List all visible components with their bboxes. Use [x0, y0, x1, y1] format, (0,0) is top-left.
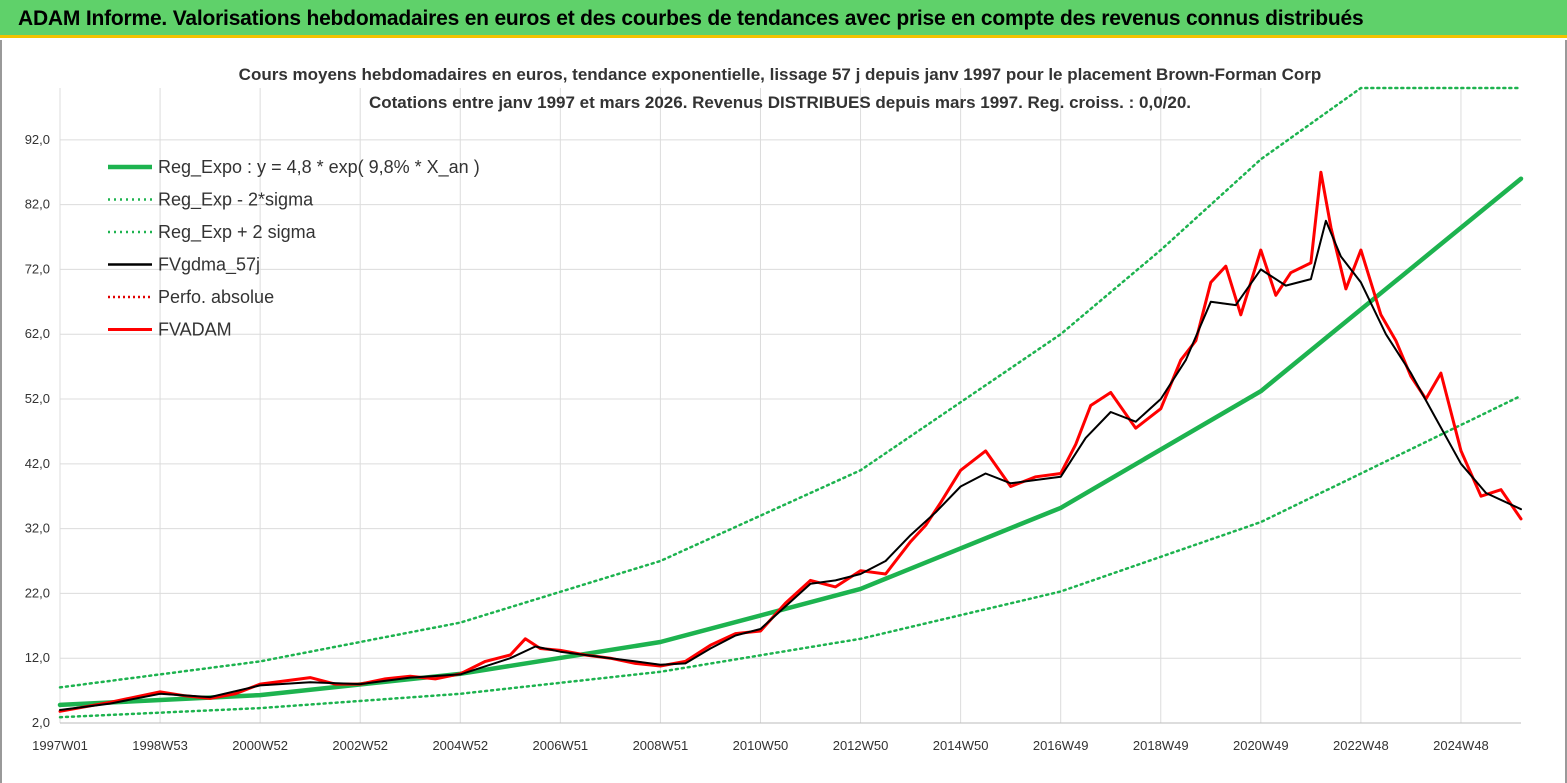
y-tick-label: 2,0 [32, 715, 50, 730]
series-fvgdma-57j [59, 219, 1522, 711]
x-tick-label: 2016W49 [1033, 738, 1089, 753]
y-tick-label: 82,0 [25, 197, 50, 212]
x-tick-label: 2018W49 [1133, 738, 1189, 753]
legend-label: FVgdma_57j [158, 255, 260, 276]
x-tick-label: 2024W48 [1433, 738, 1489, 753]
header-banner: ADAM Informe. Valorisations hebdomadaire… [0, 0, 1567, 38]
y-tick-label: 72,0 [25, 261, 50, 276]
x-tick-label: 2008W51 [633, 738, 689, 753]
x-tick-label: 1998W53 [132, 738, 188, 753]
y-tick-label: 22,0 [25, 585, 50, 600]
x-tick-label: 2006W51 [533, 738, 589, 753]
series-perfo-absolue [59, 220, 1522, 711]
chart-frame [0, 40, 1567, 783]
x-tick-label: 2020W49 [1233, 738, 1289, 753]
y-tick-label: 12,0 [25, 650, 50, 665]
series-lines [57, 86, 1524, 719]
series-reg-minus-2sigma [58, 394, 1523, 719]
x-tick-label: 2010W50 [733, 738, 789, 753]
legend-label: Reg_Expo : y = 4,8 * exp( 9,8% * X_an ) [158, 157, 480, 178]
x-tick-label: 2014W50 [933, 738, 989, 753]
legend-label: FVADAM [158, 320, 232, 340]
legend: Reg_Expo : y = 4,8 * exp( 9,8% * X_an ) R… [108, 157, 480, 340]
series-reg-expo [57, 176, 1524, 708]
x-tick-label: 2012W50 [833, 738, 889, 753]
chart: 2,0 12,0 22,0 32,0 42,0 52,0 62,0 72,0 82,0 92,0 1… [25, 65, 1524, 753]
legend-label: Perfo. absolue [158, 287, 274, 307]
legend-label: Reg_Exp + 2 sigma [158, 222, 317, 243]
legend-label: Reg_Exp - 2*sigma [158, 190, 314, 211]
x-tick-label: 2000W52 [232, 738, 288, 753]
x-tick-label: 2022W48 [1333, 738, 1389, 753]
page-title: ADAM Informe. Valorisations hebdomadaire… [18, 7, 1364, 30]
y-tick-label: 42,0 [25, 456, 50, 471]
chart-title: Cours moyens hebdomadaires en euros, ten… [239, 65, 1322, 84]
chart-subtitle: Cotations entre janv 1997 et mars 2026. … [369, 93, 1191, 112]
x-tick-label: 2004W52 [432, 738, 488, 753]
x-tick-label: 1997W01 [32, 738, 88, 753]
grid-lines [59, 88, 1521, 724]
axes: 2,0 12,0 22,0 32,0 42,0 52,0 62,0 72,0 82,0 92,0 1… [25, 132, 1521, 753]
y-tick-label: 62,0 [25, 326, 50, 341]
y-tick-label: 52,0 [25, 391, 50, 406]
series-reg-plus-2sigma [58, 86, 1523, 689]
y-tick-label: 92,0 [25, 132, 50, 147]
series-fvadam [58, 170, 1523, 713]
x-tick-label: 2002W52 [332, 738, 388, 753]
y-tick-label: 32,0 [25, 521, 50, 536]
